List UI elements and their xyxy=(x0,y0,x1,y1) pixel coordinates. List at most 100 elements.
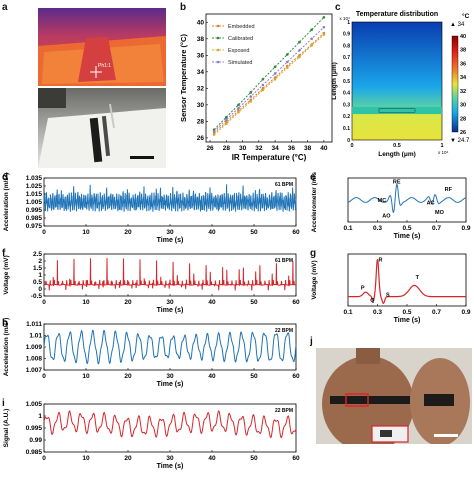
wave-annotation-s: S xyxy=(386,293,390,299)
data-point xyxy=(298,55,301,59)
rate-annotation: 61 BPM xyxy=(275,258,293,264)
x-tick-label: 0.5 xyxy=(402,225,411,232)
y-tick-label: 1.01 xyxy=(29,333,42,340)
x-tick-label: 30 xyxy=(166,455,174,462)
y-axis-label: Acceleration (m/s²) xyxy=(3,318,10,376)
chart-title: Temperature distribution xyxy=(356,11,438,18)
y-tick-label: 1.5 xyxy=(33,265,42,272)
y-tick-label: 1.005 xyxy=(26,401,43,408)
x-tick-label: 0.5 xyxy=(402,309,411,316)
y-tick-label: 1.008 xyxy=(26,356,43,363)
scale-bar xyxy=(130,156,154,159)
y-tick-label: 0.2 xyxy=(343,114,350,120)
panel-label-c: c xyxy=(335,2,341,13)
y-axis-label: Accelerometer (m/s²) xyxy=(311,172,318,232)
colorbar-unit: °C xyxy=(462,12,470,20)
y-tick-label: 40 xyxy=(197,19,205,26)
x-axis-label: Length (μm) xyxy=(378,151,416,158)
heatmap-band xyxy=(352,106,442,115)
x-tick-label: 26 xyxy=(206,145,214,152)
x-axis-label: IR Temperature (°C) xyxy=(232,153,307,162)
panel-a-photos: Ph1:1 xyxy=(38,8,166,168)
panel-label-h: h xyxy=(2,318,9,329)
data-point xyxy=(249,100,253,103)
series-line-exposed xyxy=(213,34,325,135)
y-tick-label: 0.4 xyxy=(343,91,350,97)
y-tick-label: 32 xyxy=(197,86,205,93)
data-point xyxy=(273,72,277,75)
x-tick-label: 0.9 xyxy=(461,225,470,232)
y-exponent: x 10⁴ xyxy=(340,16,351,21)
x-axis-label: Time (s) xyxy=(157,307,184,314)
data-point xyxy=(273,65,277,69)
y-tick-label: 0.985 xyxy=(26,215,43,222)
y-tick-label: 34 xyxy=(197,69,205,76)
y-tick-label: 0.985 xyxy=(26,449,43,456)
plot-frame xyxy=(205,13,333,143)
colorbar-tick: 32 xyxy=(460,89,466,95)
panel-j-photo xyxy=(316,348,472,444)
y-tick-label: 28 xyxy=(197,119,205,126)
wave-annotation-ac: AC xyxy=(427,200,435,206)
legend-marker xyxy=(216,36,220,40)
x-tick-label: 38 xyxy=(304,145,312,152)
colorbar-tick: 28 xyxy=(460,116,466,122)
x-tick-label: 10 xyxy=(82,299,90,306)
chart-b: 26 28 30 32 34 36 38 40 26 28 30 32 34 36 38 40 IR Tempe… xyxy=(179,13,333,162)
x-axis-label: Time (s) xyxy=(394,317,421,324)
x-tick-label: 36 xyxy=(288,145,296,152)
panel-label-i: i xyxy=(2,398,5,409)
x-tick-label: 34 xyxy=(271,145,279,152)
data-point xyxy=(298,40,301,44)
x-tick-label: 20 xyxy=(124,455,132,462)
y-tick-label: 0.99 xyxy=(29,437,42,444)
x-tick-label: 20 xyxy=(124,373,132,380)
x-tick-label: 0.7 xyxy=(432,309,441,316)
y-tick-label: 0.975 xyxy=(26,223,43,230)
y-tick-label: 1 xyxy=(38,272,42,279)
wave-annotation-mo: MO xyxy=(435,210,445,216)
thermal-image: Ph1:1 xyxy=(38,8,166,86)
data-point xyxy=(237,103,240,107)
data-point xyxy=(237,110,240,114)
x-tick-label: 0.3 xyxy=(373,225,382,232)
y-tick-label: 0.995 xyxy=(26,425,43,432)
data-point xyxy=(285,66,289,69)
data-point xyxy=(237,106,240,110)
x-tick-label: 60 xyxy=(292,299,300,306)
x-tick-label: 0 xyxy=(42,455,46,462)
data-point xyxy=(249,91,253,94)
chart-i: 0 10 20 30 40 50 60 1.005 1 0.995 0.99 0.985 Time (s… xyxy=(3,401,300,470)
y-tick-label: 36 xyxy=(197,52,205,59)
y-axis-label: Voltage (mV) xyxy=(3,255,10,294)
plot-frame xyxy=(43,403,297,453)
data-point xyxy=(322,25,326,29)
y-tick-label: 1 xyxy=(38,413,42,420)
plot-frame xyxy=(347,253,467,307)
panel-label-b: b xyxy=(180,2,187,13)
colorbar-min: ▼ 24.7 xyxy=(450,138,470,144)
signal-trace xyxy=(347,183,467,213)
y-tick-label: 30 xyxy=(197,102,205,109)
x-tick-label: 40 xyxy=(208,299,216,306)
legend-label: Exposed xyxy=(228,48,249,54)
x-tick-label: 40 xyxy=(208,229,216,236)
x-tick-label: 30 xyxy=(166,373,174,380)
x-tick-label: 30 xyxy=(166,229,174,236)
data-point xyxy=(310,28,313,31)
x-tick-label: 40 xyxy=(320,145,328,152)
x-tick-label: 30 xyxy=(166,299,174,306)
x-tick-label: 60 xyxy=(292,455,300,462)
wave-annotation-ao: AO xyxy=(382,214,391,220)
colorbar-tick: 30 xyxy=(460,103,466,109)
x-axis-label: Time (s) xyxy=(157,381,184,388)
panel-label-j: j xyxy=(310,336,313,347)
y-tick-label: 1.025 xyxy=(26,183,43,190)
colorbar-max: ▲ 34 xyxy=(450,22,465,28)
series-line-embedded xyxy=(213,32,325,134)
x-tick-label: 0 xyxy=(350,143,353,149)
data-point xyxy=(322,33,326,36)
x-tick-label: 1 xyxy=(440,143,443,149)
y-axis-label: Sensor Temperature (°C) xyxy=(179,34,188,122)
